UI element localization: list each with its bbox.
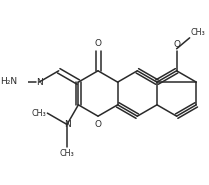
Text: CH₃: CH₃: [60, 149, 74, 158]
Text: O: O: [94, 120, 102, 129]
Text: CH₃: CH₃: [32, 109, 46, 118]
Text: CH₃: CH₃: [191, 28, 205, 37]
Text: N: N: [36, 78, 42, 87]
Text: O: O: [173, 40, 180, 49]
Text: O: O: [94, 39, 102, 48]
Text: H₂N: H₂N: [0, 77, 18, 86]
Text: N: N: [64, 120, 70, 129]
